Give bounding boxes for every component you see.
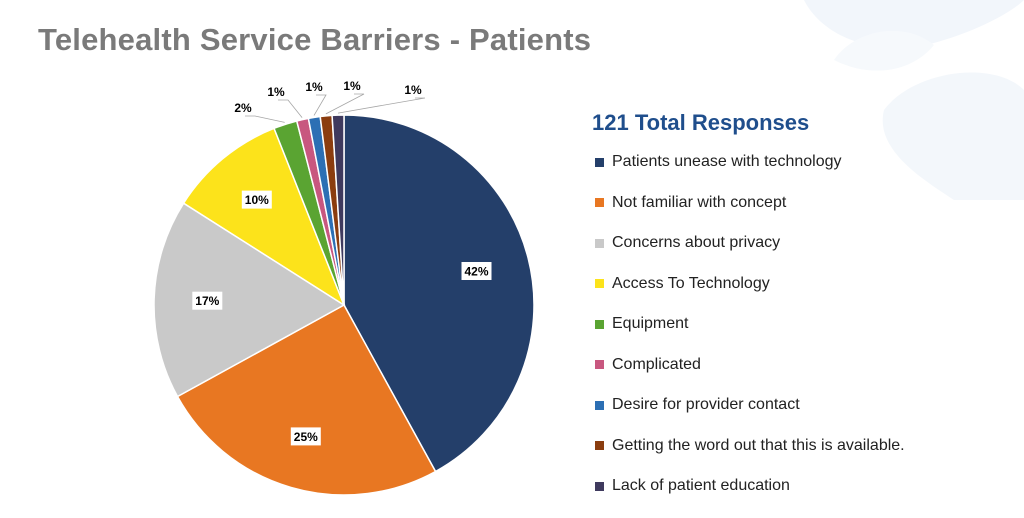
data-label-not-familiar-with-concept: 25%	[290, 427, 321, 446]
data-label-complicated: 1%	[267, 85, 285, 99]
svg-text:25%: 25%	[294, 430, 318, 444]
legend-swatch	[595, 319, 604, 329]
page-title: Telehealth Service Barriers - Patients	[38, 22, 592, 57]
legend-label: Patients unease with technology	[612, 153, 842, 171]
pie-slice-lack-of-patient-education	[331, 114, 345, 306]
leader-line-getting-the-word-out-that-this-is-available	[325, 93, 365, 115]
leader-line-equipment	[245, 115, 285, 123]
legend-label: Complicated	[612, 355, 701, 373]
leader-line-lack-of-patient-education	[337, 97, 426, 114]
legend-swatch	[595, 481, 604, 491]
legend-label: Equipment	[612, 315, 689, 333]
legend-item-concerns-about-privacy: Concerns about privacy	[592, 223, 905, 264]
legend-item-getting-the-word-out-that-this-is-available: Getting the word out that this is availa…	[592, 426, 905, 467]
data-label-access-to-technology: 10%	[241, 190, 272, 209]
legend-swatch	[595, 279, 604, 289]
legend-label: Lack of patient education	[612, 477, 790, 495]
pie-slice-not-familiar-with-concept	[176, 303, 437, 496]
legend-label: Not familiar with concept	[612, 193, 787, 211]
legend-swatch	[595, 441, 604, 451]
legend-item-access-to-technology: Access To Technology	[592, 264, 905, 305]
legend-item-complicated: Complicated	[592, 345, 905, 386]
pie-slice-concerns-about-privacy	[153, 202, 346, 398]
legend-swatch	[595, 238, 604, 248]
svg-text:42%: 42%	[464, 265, 488, 279]
data-label-patients-unease-with-technology: 42%	[461, 262, 492, 280]
legend-swatch	[595, 157, 604, 167]
leader-line-desire-for-provider-contact	[313, 94, 327, 116]
legend-swatch	[595, 400, 604, 410]
data-label-desire-for-provider-contact: 1%	[305, 80, 323, 94]
legend-item-desire-for-provider-contact: Desire for provider contact	[592, 385, 905, 426]
pie-slice-access-to-technology	[182, 127, 346, 307]
legend-item-patients-unease-with-technology: Patients unease with technology	[592, 142, 905, 183]
legend-swatch	[595, 198, 604, 208]
legend-label: Concerns about privacy	[612, 234, 781, 252]
legend-label: Desire for provider contact	[612, 396, 800, 414]
legend-item-equipment: Equipment	[592, 304, 905, 345]
legend-label: Getting the word out that this is availa…	[612, 436, 905, 454]
legend-item-lack-of-patient-education: Lack of patient education	[592, 466, 905, 507]
chart-legend: 121 Total Responses Patients unease with…	[592, 110, 905, 507]
legend-swatch	[595, 360, 604, 370]
legend-item-not-familiar-with-concept: Not familiar with concept	[592, 183, 905, 224]
legend-label: Access To Technology	[612, 274, 770, 292]
data-label-lack-of-patient-education: 1%	[404, 83, 422, 97]
data-label-getting-the-word-out-that-this-is-available: 1%	[343, 79, 361, 93]
legend-items: Patients unease with technology Not famil…	[592, 142, 905, 507]
pie-slice-patients-unease-with-technology	[343, 114, 535, 473]
svg-text:17%: 17%	[195, 294, 219, 308]
total-responses-heading: 121 Total Responses	[592, 110, 810, 135]
svg-text:10%: 10%	[245, 193, 269, 207]
leader-line-complicated	[278, 99, 303, 118]
data-label-concerns-about-privacy: 17%	[192, 291, 223, 310]
data-label-equipment: 2%	[234, 101, 252, 115]
